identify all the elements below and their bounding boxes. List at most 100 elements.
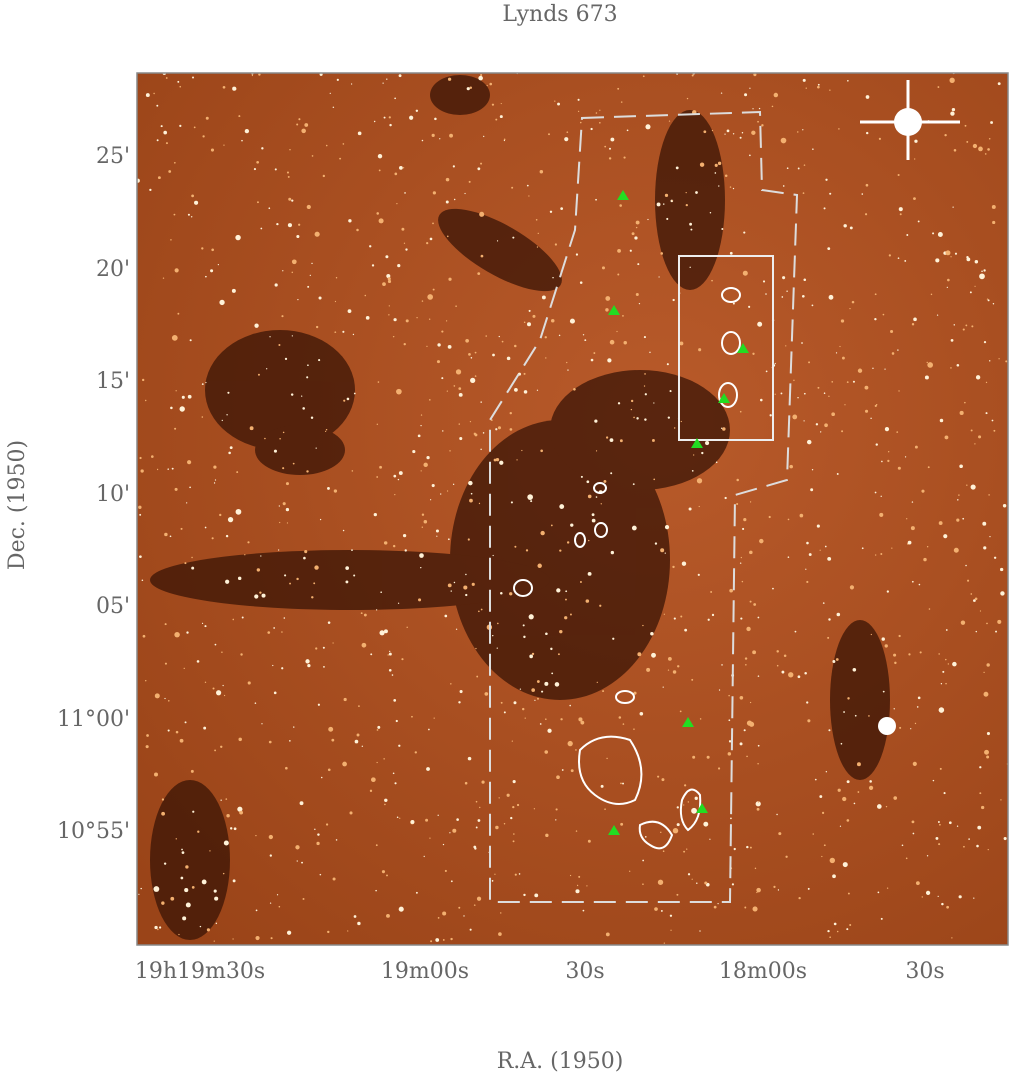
star — [274, 168, 277, 171]
star — [673, 427, 676, 429]
star — [376, 729, 379, 731]
star — [847, 892, 850, 895]
star — [565, 590, 568, 593]
star — [238, 115, 241, 118]
star — [474, 375, 477, 377]
star — [421, 513, 425, 516]
star — [874, 554, 877, 556]
star — [482, 432, 485, 434]
star — [201, 622, 204, 624]
star — [421, 139, 424, 142]
star — [554, 100, 556, 102]
star — [220, 799, 222, 801]
star — [383, 541, 388, 545]
star — [721, 664, 723, 666]
star — [757, 120, 759, 123]
star — [204, 625, 207, 628]
survey-outline — [489, 110, 799, 903]
star — [911, 820, 915, 824]
star — [493, 458, 497, 462]
star — [897, 173, 900, 177]
star — [189, 486, 191, 489]
bright-stars — [860, 80, 960, 735]
star — [524, 717, 526, 719]
star — [921, 489, 925, 493]
star — [478, 75, 483, 81]
star — [210, 269, 214, 273]
star — [325, 823, 329, 826]
star — [605, 436, 609, 439]
star — [523, 390, 528, 394]
star — [184, 721, 187, 724]
star — [173, 213, 176, 216]
star — [305, 659, 310, 664]
star — [729, 588, 733, 593]
star — [857, 368, 863, 373]
star — [979, 610, 982, 612]
star — [616, 330, 618, 333]
star — [622, 314, 624, 317]
star — [912, 832, 915, 835]
star — [191, 885, 195, 889]
star — [469, 928, 472, 931]
star — [448, 277, 452, 281]
star — [170, 406, 173, 410]
star — [296, 577, 299, 581]
star — [914, 722, 917, 725]
star — [956, 518, 960, 522]
star — [846, 928, 849, 931]
star — [717, 767, 721, 770]
star-field — [137, 73, 1008, 944]
star — [672, 565, 675, 569]
star — [874, 317, 877, 321]
star — [1002, 504, 1007, 508]
star — [561, 769, 564, 771]
star — [209, 850, 211, 852]
star — [213, 482, 216, 484]
star — [672, 670, 677, 674]
star — [944, 133, 947, 137]
star — [836, 473, 839, 475]
star — [746, 845, 749, 849]
star — [421, 526, 424, 528]
star — [235, 508, 242, 515]
star — [499, 115, 503, 119]
star — [797, 131, 799, 133]
star — [489, 82, 493, 86]
star — [599, 604, 602, 607]
star — [798, 896, 801, 900]
star — [216, 690, 222, 696]
star — [565, 598, 567, 601]
star — [978, 146, 983, 152]
star — [273, 691, 277, 695]
star — [375, 609, 378, 611]
star — [492, 353, 495, 357]
star — [170, 896, 175, 901]
star — [573, 387, 576, 391]
star — [810, 488, 814, 492]
star — [718, 689, 721, 691]
star — [785, 855, 788, 858]
star — [332, 642, 334, 644]
star — [379, 630, 385, 636]
star — [386, 913, 390, 918]
star — [174, 487, 178, 491]
star — [649, 351, 651, 354]
star — [754, 867, 757, 870]
star — [865, 183, 869, 187]
star — [582, 334, 585, 336]
star — [662, 203, 665, 205]
star — [698, 505, 700, 508]
star — [626, 129, 629, 132]
star — [629, 249, 632, 252]
star — [721, 227, 724, 230]
star — [619, 204, 622, 207]
star — [509, 592, 513, 596]
star — [749, 550, 753, 555]
star — [471, 582, 475, 586]
star — [646, 667, 651, 672]
star — [717, 903, 719, 905]
star — [322, 646, 325, 649]
star — [559, 629, 563, 634]
star — [868, 715, 870, 717]
